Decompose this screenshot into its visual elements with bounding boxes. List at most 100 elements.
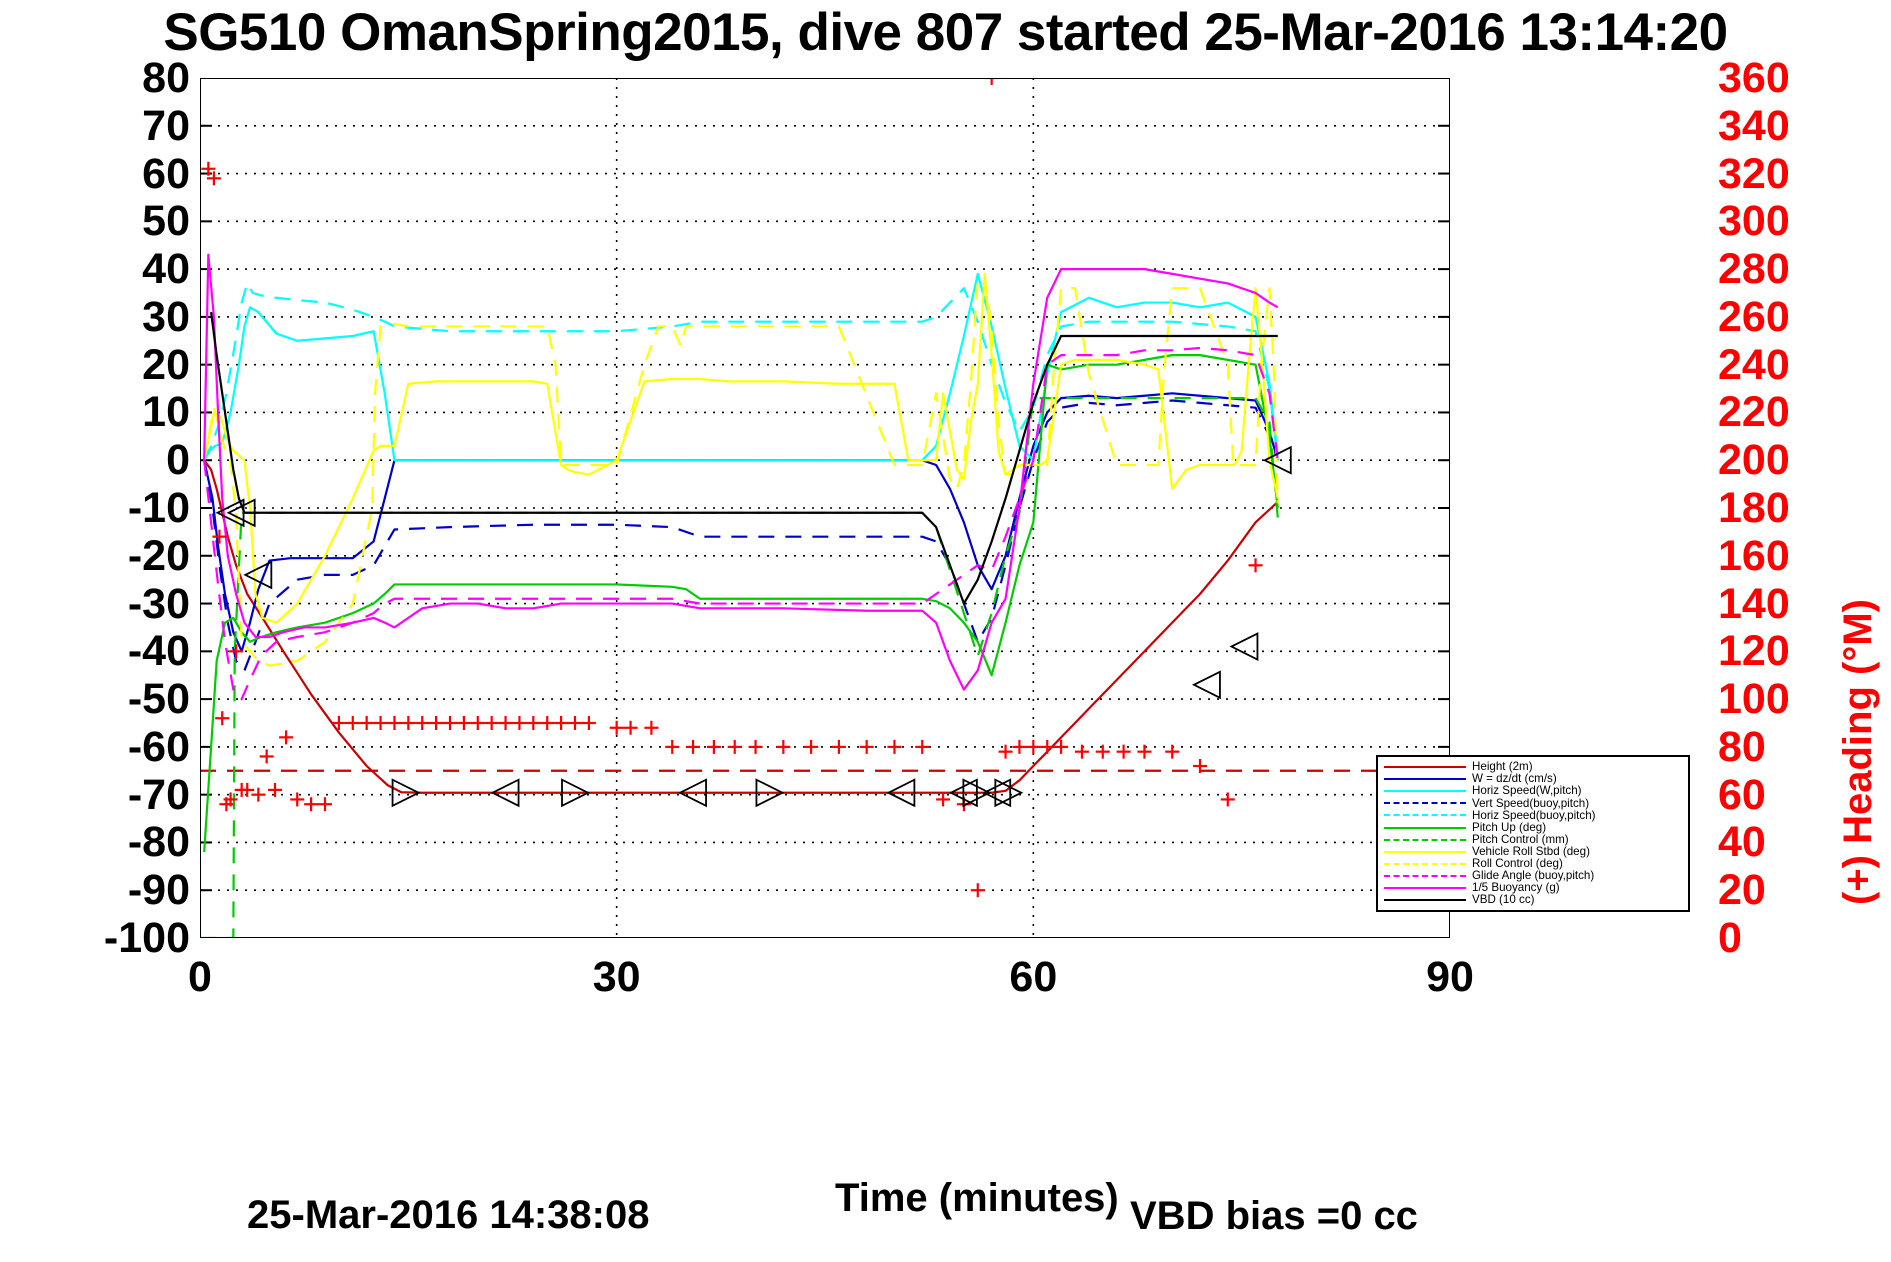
legend-row-height-2m[interactable]: Height (2m)	[1378, 761, 1688, 773]
heading-plus-marker	[1137, 744, 1152, 759]
legend-row-1-5-buoyancy-g[interactable]: 1/5 Buoyancy (g)	[1378, 882, 1688, 894]
direction-arrow-left	[215, 498, 245, 528]
legend-row-pitch-up-deg[interactable]: Pitch Up (deg)	[1378, 821, 1688, 833]
y-tick-right-140: 140	[1718, 579, 1790, 628]
legend-row-vehicle-roll-stbd-deg[interactable]: Vehicle Roll Stbd (deg)	[1378, 846, 1688, 858]
y-tick-right-0: 0	[1718, 914, 1742, 962]
heading-plus-marker	[776, 739, 791, 754]
series-line-vbd-10-cc	[210, 311, 1278, 605]
heading-plus-marker	[1074, 744, 1089, 759]
heading-plus-marker	[268, 782, 282, 797]
legend-line-sample-icon	[1384, 894, 1466, 906]
heading-plus-marker	[1026, 739, 1041, 754]
heading-plus-marker	[526, 716, 541, 730]
direction-arrow-left	[243, 560, 273, 590]
heading-plus-marker	[1193, 759, 1207, 773]
y-tick-left-80: 80	[142, 54, 190, 102]
heading-plus-marker	[665, 739, 680, 754]
legend-label: Vehicle Roll Stbd (deg)	[1472, 844, 1590, 858]
heading-plus-marker	[998, 744, 1013, 759]
legend-row-glide-angle-buoy-pitch[interactable]: Glide Angle (buoy,pitch)	[1378, 870, 1688, 882]
legend-row-horiz-speed-w-pitch[interactable]: Horiz Speed(W,pitch)	[1378, 785, 1688, 797]
heading-plus-marker	[1220, 792, 1235, 807]
heading-plus-marker	[1248, 558, 1263, 573]
heading-plus-marker	[609, 720, 624, 735]
direction-arrow-right	[391, 778, 421, 808]
heading-plus-marker	[936, 792, 951, 807]
direction-arrow-left	[490, 778, 520, 808]
heading-plus-marker	[279, 730, 294, 745]
heading-plus-marker	[304, 797, 319, 812]
y-tick-left-neg80: -80	[127, 818, 190, 867]
legend-line-sample-icon	[1384, 761, 1466, 773]
y-tick-left-neg100: -100	[103, 914, 190, 962]
series-line-vert-speed-buoy-pitch	[203, 399, 1279, 672]
series-line-1-5-buoyancy-g	[203, 253, 1279, 691]
heading-plus-marker	[484, 716, 499, 730]
y-tick-right-280: 280	[1718, 245, 1790, 294]
direction-arrow-right	[994, 778, 1024, 808]
heading-plus-marker	[1054, 739, 1069, 754]
heading-plus-marker	[373, 716, 388, 730]
y-tick-right-340: 340	[1718, 101, 1790, 150]
legend-row-roll-control-deg[interactable]: Roll Control (deg)	[1378, 858, 1688, 870]
legend-row-vbd-10-cc[interactable]: VBD (10 cc)	[1378, 894, 1688, 906]
legend-label: Vert Speed(buoy,pitch)	[1472, 796, 1590, 810]
series-line-height-2m	[203, 459, 1278, 794]
y-tick-left-neg20: -20	[127, 531, 190, 580]
y-tick-right-200: 200	[1718, 436, 1790, 485]
heading-plus-marker	[512, 716, 527, 730]
heading-plus-marker	[290, 792, 305, 807]
y-tick-left-neg90: -90	[127, 866, 190, 915]
heading-plus-marker	[259, 749, 274, 764]
series-line-glide-angle-buoy-pitch	[203, 346, 1279, 701]
heading-plus-marker	[359, 716, 374, 730]
heading-plus-marker	[915, 739, 930, 754]
y-tick-left-70: 70	[142, 101, 190, 150]
legend-row-vert-speed-buoy-pitch[interactable]: Vert Speed(buoy,pitch)	[1378, 797, 1688, 809]
legend-row-w-dz-dt-cm-s[interactable]: W = dz/dt (cm/s)	[1378, 773, 1688, 785]
heading-plus-marker	[212, 529, 227, 544]
legend-label: 1/5 Buoyancy (g)	[1472, 881, 1560, 895]
legend-label: Pitch Control (mm)	[1472, 832, 1569, 846]
heading-plus-marker	[581, 716, 596, 730]
heading-plus-marker	[831, 739, 846, 754]
heading-plus-marker	[1095, 744, 1110, 759]
y-tick-right-100: 100	[1718, 675, 1790, 724]
legend-label: Height (2m)	[1472, 760, 1533, 774]
legend-label: Roll Control (deg)	[1472, 857, 1563, 870]
legend-line-sample-icon	[1384, 797, 1466, 809]
y-tick-left-10: 10	[142, 388, 190, 437]
y-tick-left-50: 50	[142, 197, 190, 246]
heading-plus-marker	[540, 716, 555, 730]
legend-label: W = dz/dt (cm/s)	[1472, 772, 1557, 786]
direction-arrow-right	[755, 778, 785, 808]
heading-plus-marker	[456, 716, 471, 730]
legend-line-sample-icon	[1384, 773, 1466, 785]
heading-plus-marker	[401, 716, 416, 730]
y-tick-left-0: 0	[166, 436, 190, 485]
y-tick-left-40: 40	[142, 245, 190, 294]
y-tick-right-220: 220	[1718, 388, 1790, 437]
x-tick-90: 90	[1426, 953, 1474, 1001]
y-tick-right-120: 120	[1718, 627, 1790, 676]
heading-plus-marker	[984, 78, 999, 85]
heading-plus-marker	[970, 883, 985, 898]
heading-plus-marker	[568, 716, 582, 730]
series-line-roll-control-deg	[203, 277, 1279, 667]
x-tick-0: 0	[188, 953, 212, 1001]
page-title: SG510 OmanSpring2015, dive 807 started 2…	[163, 3, 1728, 62]
heading-plus-marker	[240, 782, 255, 797]
y-tick-right-60: 60	[1718, 770, 1766, 819]
heading-plus-marker	[229, 644, 244, 659]
legend-row-pitch-control-mm[interactable]: Pitch Control (mm)	[1378, 834, 1688, 846]
legend-row-horiz-speed-buoy-pitch[interactable]: Horiz Speed(buoy,pitch)	[1378, 809, 1688, 821]
heading-plus-marker	[470, 716, 485, 730]
heading-plus-marker	[1165, 744, 1180, 759]
direction-arrow-left	[1191, 670, 1221, 700]
heading-plus-marker	[318, 797, 332, 812]
x-tick-30: 30	[592, 953, 641, 1001]
legend-label: Horiz Speed(W,pitch)	[1472, 784, 1582, 798]
heading-plus-marker	[1012, 739, 1027, 754]
heading-plus-marker	[223, 792, 238, 807]
